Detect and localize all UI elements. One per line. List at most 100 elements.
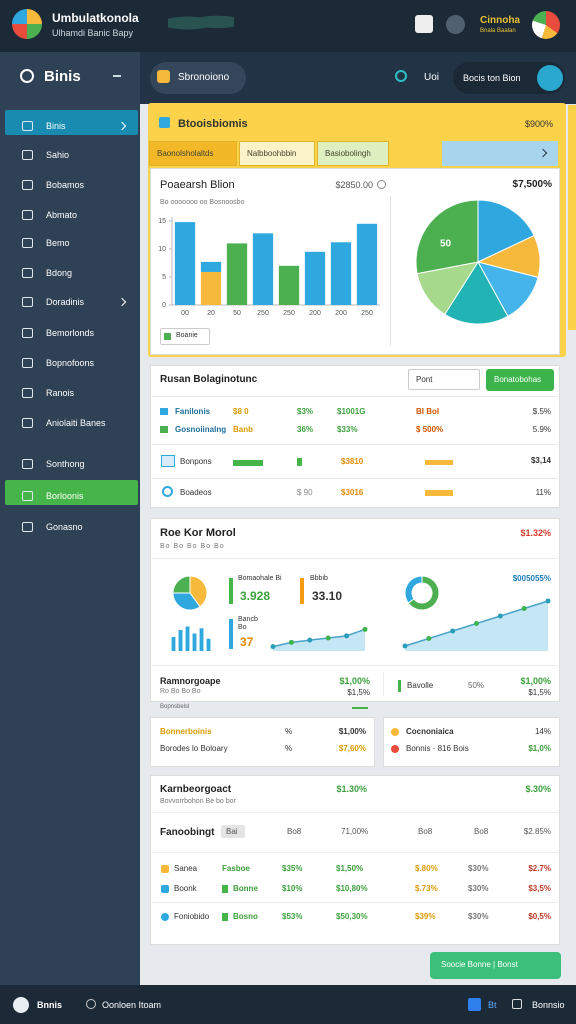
cell: $2.7% bbox=[528, 864, 551, 873]
nav-icon bbox=[22, 459, 33, 469]
cell: Boadeos bbox=[180, 488, 212, 497]
cell: $1,0% bbox=[528, 744, 551, 753]
stat-bar bbox=[229, 578, 233, 604]
tab-label[interactable]: Basiobolingh bbox=[325, 149, 371, 158]
button-label[interactable]: Bonatobohas bbox=[494, 375, 542, 384]
nav-icon bbox=[22, 491, 33, 501]
nav-icon bbox=[22, 268, 33, 278]
indicator bbox=[222, 885, 228, 893]
cell: Foniobido bbox=[174, 912, 210, 921]
footer-label: Oonloen Itoam bbox=[102, 1000, 162, 1010]
nav-item[interactable]: Doradinis bbox=[46, 297, 85, 307]
stat-value: 33.10 bbox=[312, 589, 343, 603]
card-subtitle: Bo ooooooo oo Bosnoosbo bbox=[160, 199, 245, 206]
legend-swatch bbox=[164, 333, 171, 340]
cell: $53% bbox=[282, 912, 303, 921]
info-icon bbox=[377, 180, 386, 189]
cell: $8 0 bbox=[233, 407, 249, 416]
cell: 36% bbox=[297, 425, 314, 434]
footer-icon bbox=[468, 998, 481, 1011]
pill bbox=[221, 825, 245, 838]
cell: Fasboe bbox=[222, 864, 251, 873]
footer-label: Bavolle bbox=[407, 681, 434, 690]
legend-entry: Boanie bbox=[176, 332, 198, 339]
nav-item[interactable]: Bemorlonds bbox=[46, 328, 95, 338]
tab-label[interactable]: Nalbboohbbin bbox=[247, 149, 297, 158]
tab-label[interactable]: Baonolsholaltds bbox=[157, 149, 214, 158]
stat-label: Bancb Bo bbox=[238, 616, 258, 632]
cell: BI Bol bbox=[416, 407, 440, 416]
cell: Sanea bbox=[174, 864, 198, 873]
indicator bbox=[222, 913, 228, 921]
cell: Cocnoniaica bbox=[406, 727, 454, 736]
nav-item[interactable]: Bopnofoons bbox=[46, 358, 95, 368]
row-icon bbox=[161, 913, 169, 921]
divider bbox=[152, 558, 558, 559]
nav-icon bbox=[22, 210, 33, 220]
sidebar-title: Binis bbox=[44, 68, 81, 85]
cell: Banb bbox=[233, 425, 253, 434]
cell: $3810 bbox=[341, 457, 364, 466]
nav-item[interactable]: Sahio bbox=[46, 150, 70, 160]
nav-icon bbox=[22, 121, 33, 131]
cell: $10% bbox=[282, 884, 303, 893]
cell: Bonnis · 816 Bois bbox=[406, 744, 469, 753]
panel-value: $1.32% bbox=[520, 528, 551, 538]
cell: Boonk bbox=[174, 884, 197, 893]
nav-item[interactable]: Binis bbox=[46, 121, 66, 131]
cell: Bonne bbox=[233, 884, 258, 893]
nav-item[interactable]: Bobamos bbox=[46, 180, 85, 190]
footer-value: $1,00% bbox=[339, 676, 370, 686]
cell: % bbox=[285, 727, 293, 736]
account-label[interactable]: Bocis ton Bion bbox=[463, 73, 521, 83]
action-button bbox=[430, 952, 561, 979]
panel-value: $900% bbox=[524, 119, 553, 129]
column-header: 71,00% bbox=[341, 827, 369, 836]
footer-label: Ramnorgoape bbox=[160, 676, 221, 686]
nav-item[interactable]: Gonasno bbox=[46, 522, 83, 532]
nav-item[interactable]: Ranois bbox=[46, 388, 75, 398]
card-title: Poaearsh Blion bbox=[160, 179, 235, 191]
select-value[interactable]: Pont bbox=[416, 375, 433, 384]
cell: Fanilonis bbox=[175, 407, 211, 416]
column-header: Bo8 bbox=[474, 827, 489, 836]
footer-label: Bonnsio bbox=[532, 1000, 565, 1010]
nav-item[interactable]: Borloonis bbox=[46, 491, 84, 501]
app-subtitle: Ulhamdi Banic Bapy bbox=[52, 28, 134, 38]
user-label: Uoi bbox=[424, 72, 440, 83]
nav-item[interactable]: Aniolaiti Banes bbox=[46, 418, 106, 428]
footer-value: $1,5% bbox=[347, 688, 370, 697]
row-icon bbox=[161, 865, 169, 873]
tab bbox=[442, 141, 558, 166]
nav-item[interactable]: Abmato bbox=[46, 210, 78, 220]
cell: $3% bbox=[297, 407, 314, 416]
cell: $.5% bbox=[532, 407, 551, 416]
nav-icon bbox=[22, 358, 33, 368]
tab-icon bbox=[157, 70, 170, 83]
tab-label[interactable]: Sbronoiono bbox=[178, 72, 230, 83]
cell: $30% bbox=[468, 864, 489, 873]
cell: $1001G bbox=[337, 407, 366, 416]
nav-item[interactable]: Bdong bbox=[46, 268, 73, 278]
nav-item[interactable]: Bemo bbox=[46, 238, 70, 248]
icon-box bbox=[415, 15, 433, 33]
row-divider bbox=[152, 478, 558, 479]
cell: $7,60% bbox=[338, 744, 366, 753]
row-icon bbox=[160, 426, 168, 433]
stat-value: 3.928 bbox=[240, 589, 271, 603]
scroll-accent bbox=[568, 105, 576, 330]
avatar bbox=[532, 11, 560, 39]
sync-icon bbox=[395, 70, 407, 82]
cell: 11% bbox=[535, 488, 551, 497]
footer-label: Bnnis bbox=[37, 1000, 63, 1010]
nav-item[interactable]: Sonthong bbox=[46, 459, 85, 469]
cell: % bbox=[285, 744, 293, 753]
legend-button bbox=[160, 328, 210, 345]
column-header: Bo8 bbox=[287, 827, 302, 836]
action-label[interactable]: Soocie Bonne | Bonst bbox=[441, 960, 518, 969]
nav-icon bbox=[22, 522, 33, 532]
column-header: Bo8 bbox=[418, 827, 433, 836]
cell: Bonpons bbox=[180, 457, 212, 466]
cell: $3,5% bbox=[528, 884, 551, 893]
